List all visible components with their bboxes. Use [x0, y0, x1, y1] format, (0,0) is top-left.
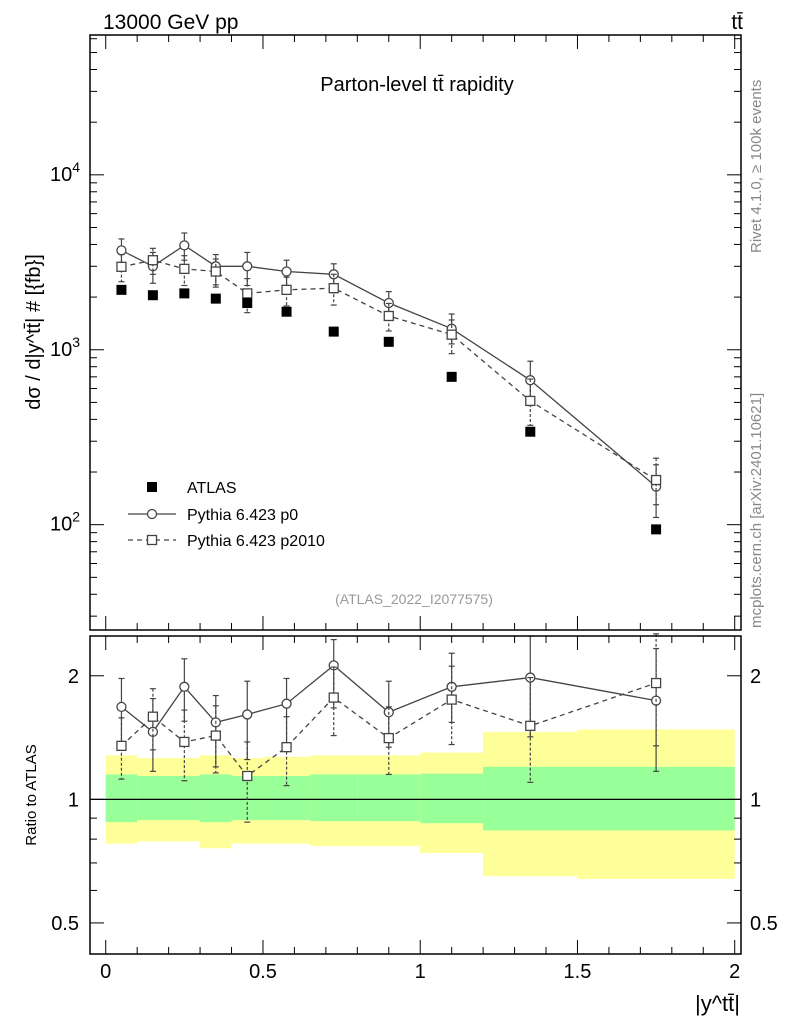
atlas-data-point	[179, 288, 190, 299]
p2010-dashed-point	[116, 261, 127, 272]
stat-uncertainty-band	[137, 775, 201, 821]
ratio-y-tick-label: 1	[68, 789, 79, 811]
ratio-p2010-point	[179, 736, 190, 748]
p2010-dashed-point	[210, 266, 221, 277]
p2010-dashed-point	[383, 310, 394, 322]
stat-uncertainty-band	[577, 766, 735, 831]
ratio-plot-area	[116, 633, 662, 823]
ratio-p0-point	[116, 701, 127, 713]
stat-uncertainty-band	[200, 774, 232, 823]
legend-marker	[146, 534, 158, 546]
header-collision-label: 13000 GeV pp	[103, 11, 238, 34]
p2010-dashed-point	[179, 263, 190, 275]
atlas-data-point	[281, 306, 292, 317]
ratio-p2010-point	[242, 770, 253, 782]
p2010-point	[281, 266, 292, 277]
ratio-p2010-point	[328, 692, 339, 703]
stat-uncertainty-band	[357, 774, 421, 822]
atlas-data-point	[242, 298, 253, 309]
ratio-p0-point	[281, 698, 292, 709]
atlas-data-point	[383, 336, 394, 347]
atlas-data-point	[147, 290, 158, 301]
x-tick-label: 1	[415, 961, 426, 983]
ratio-axis-ticks	[90, 636, 741, 954]
stat-uncertainty-band	[105, 774, 138, 823]
legend-marker	[146, 508, 158, 520]
ratio-p2010-point	[281, 742, 292, 753]
stat-uncertainty-band	[483, 766, 578, 831]
y-axis-title: dσ / d|y^tt̄| # [{fb}]	[23, 254, 45, 410]
x-tick-label: 2	[729, 961, 740, 983]
legend-label: Pythia 6.423 p0	[187, 507, 298, 524]
plot-title: Parton-level tt̄ rapidity	[320, 74, 513, 96]
p2010-dashed-point	[328, 282, 339, 294]
ratio-p0-point	[242, 709, 253, 720]
ratio-y-tick-label: 0.5	[51, 913, 79, 935]
x-axis-title: |y^tt̄|	[695, 991, 740, 1016]
p2010-dashed-point	[281, 284, 292, 296]
ratio-frame	[89, 635, 742, 955]
atlas-data-point	[116, 284, 127, 295]
p2010-dashed-point	[650, 474, 662, 486]
ratio-p2010-point	[147, 711, 159, 722]
legend-marker-atlas	[147, 482, 157, 492]
ratio-p2010-point	[383, 732, 394, 744]
p2010-line	[121, 244, 657, 488]
stat-uncertainty-band	[420, 773, 484, 824]
main-axis-ticks	[90, 35, 741, 630]
atlas-data-point	[525, 426, 536, 437]
ratio-p2010-point	[446, 694, 457, 705]
p2010-dashed-point	[242, 288, 253, 299]
ratio-p2010-line	[121, 682, 657, 777]
ratio-y-tick-label-right: 2	[750, 666, 761, 688]
p2010-point	[179, 240, 190, 251]
y-tick-labels: 102 103 104	[50, 159, 80, 536]
p2010-dashed-point	[446, 329, 457, 340]
p2010-dashed-point	[525, 395, 536, 407]
ratio-p2010-point	[210, 730, 221, 741]
analysis-label: (ATLAS_2022_I2077575)	[335, 591, 493, 607]
atlas-data-point	[651, 524, 662, 535]
legend-label: Pythia 6.423 p2010	[187, 533, 325, 550]
legend: ATLAS Pythia 6.423 p0 Pythia 6.423 p2010	[128, 480, 325, 550]
ratio-y-axis-title: Ratio to ATLAS	[23, 744, 40, 845]
x-tick-label: 0.5	[249, 961, 277, 983]
uncertainty-bands	[105, 729, 735, 879]
ratio-p2010-point	[116, 740, 127, 751]
main-panel: Parton-level tt̄ rapidity (ATLAS_2022_I2…	[23, 34, 742, 631]
header-process-label: tt̄	[731, 11, 743, 34]
p2010-point	[116, 245, 127, 256]
legend-label: ATLAS	[187, 480, 237, 497]
rivet-version-label: Rivet 4.1.0, ≥ 100k events	[748, 80, 765, 253]
ratio-p2010-point	[650, 677, 662, 689]
x-tick-labels: 0 0.5 1 1.5 2	[100, 961, 740, 983]
atlas-data-point	[446, 371, 457, 382]
y-tick-label: 103	[50, 334, 80, 361]
p2010-point	[242, 261, 253, 272]
ratio-y-tick-label-right: 0.5	[750, 913, 778, 935]
p2010-dashed-point	[147, 255, 159, 266]
x-tick-label: 0	[100, 961, 111, 983]
atlas-data-point	[328, 326, 339, 337]
ratio-y-tick-labels: 0.5 0.5 1 1 2 2	[51, 666, 778, 935]
x-tick-label: 1.5	[564, 961, 592, 983]
ratio-panel: Ratio to ATLAS 0.5 0.5 1 1 2 2 0 0.5 1 1.5 2 |y^t…	[23, 633, 778, 1016]
ratio-p2010-point	[525, 720, 536, 732]
main-plot-area	[116, 232, 662, 535]
y-tick-label: 104	[50, 159, 80, 186]
ratio-p0-point	[179, 681, 190, 692]
source-label: mcplots.cern.ch [arXiv:2401.10621]	[748, 393, 765, 628]
ratio-y-tick-label: 2	[68, 666, 79, 688]
main-frame	[89, 34, 742, 631]
atlas-data-point	[210, 293, 221, 304]
stat-uncertainty-band	[310, 774, 358, 822]
ratio-y-tick-label-right: 1	[750, 789, 761, 811]
y-tick-label: 102	[50, 509, 80, 536]
